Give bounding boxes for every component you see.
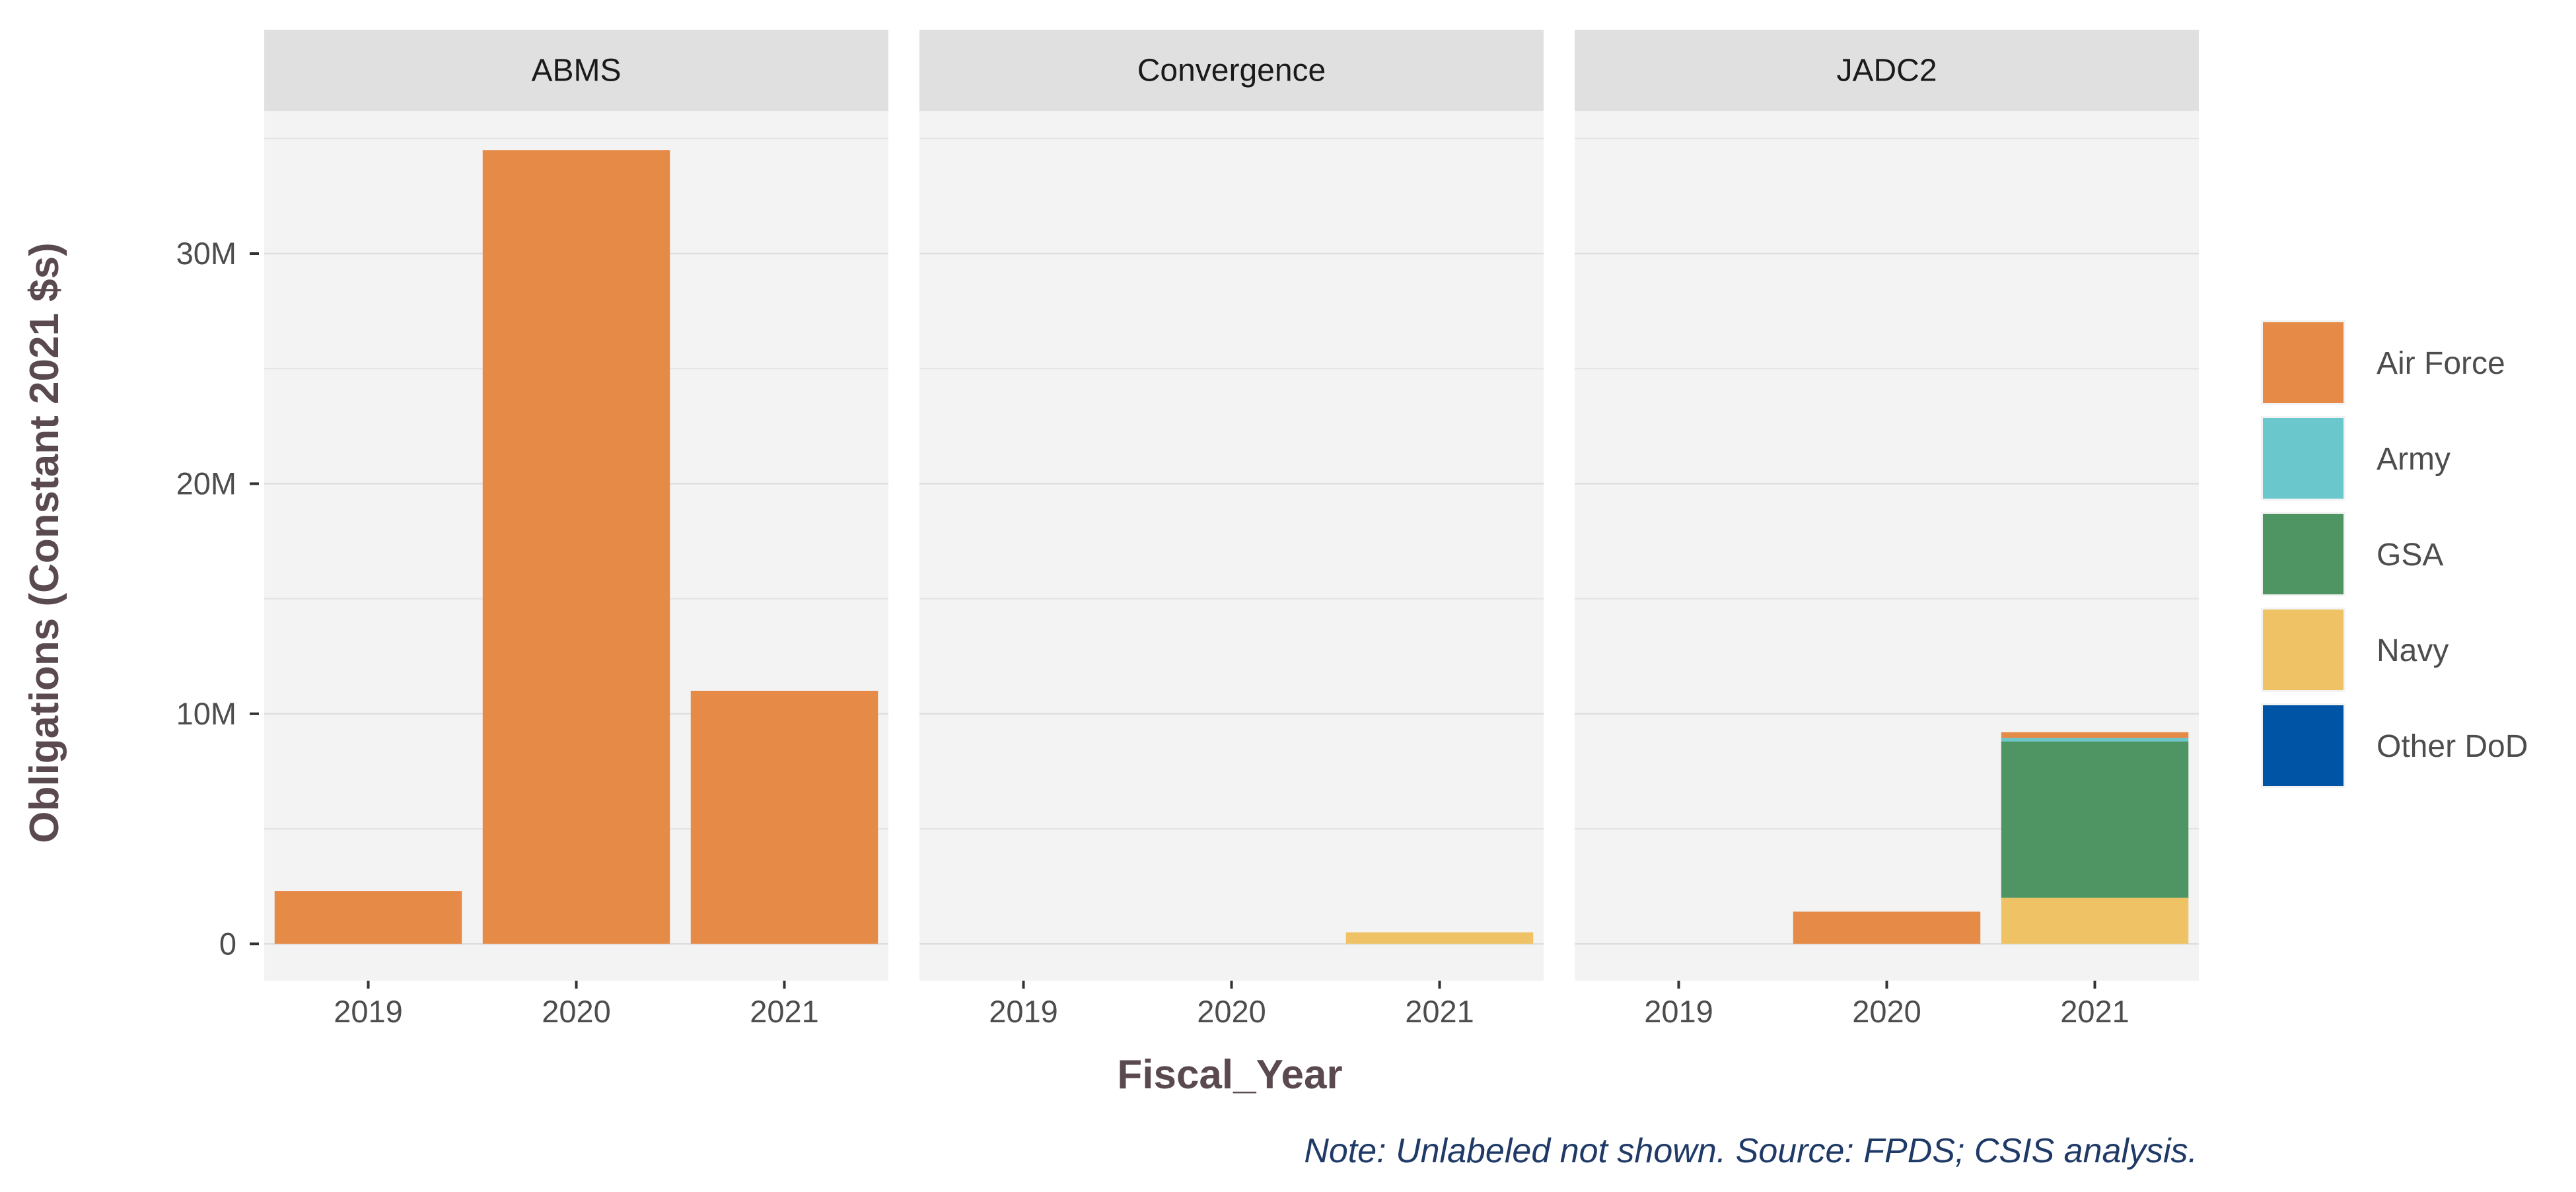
- facet-strip-label: Convergence: [1137, 53, 1326, 88]
- x-axis-title: Fiscal_Year: [1117, 1052, 1342, 1098]
- bar-jadc2-2021-gsa: [2001, 741, 2189, 898]
- caption: Note: Unlabeled not shown. Source: FPDS;…: [1304, 1132, 2198, 1170]
- x-tick-label: 2020: [1852, 994, 1921, 1029]
- x-tick-label: 2019: [989, 994, 1058, 1029]
- bar-jadc2-2020-air-force: [1793, 911, 1981, 944]
- legend-label: Other DoD: [2377, 729, 2528, 764]
- facet-strip-jadc2: [1575, 30, 2199, 111]
- legend-item-air-force: Air Force: [2261, 320, 2505, 405]
- legend-item-gsa: GSA: [2261, 512, 2443, 596]
- bar-abms-2020-air-force: [482, 150, 670, 944]
- x-tick-label: 2019: [334, 994, 403, 1029]
- x-tick-label: 2019: [1644, 994, 1713, 1029]
- legend-item-other-dod: Other DoD: [2261, 703, 2528, 788]
- legend-label: Army: [2377, 442, 2451, 477]
- facet-strip-abms: [264, 30, 888, 111]
- bar-abms-2019-air-force: [274, 891, 462, 944]
- legend-label: GSA: [2377, 538, 2443, 573]
- legend-key-swatch: [2263, 705, 2343, 786]
- x-tick-label: 2020: [542, 994, 611, 1029]
- y-tick-label: 10M: [176, 696, 236, 731]
- y-tick-label: 30M: [176, 236, 236, 271]
- facet-strip-label: JADC2: [1836, 53, 1937, 88]
- legend: Air Force Army GSA Navy Other DoD: [2261, 320, 2528, 788]
- legend-item-army: Army: [2261, 416, 2451, 501]
- x-tick-label: 2021: [2060, 994, 2129, 1029]
- facet-strip-label: ABMS: [531, 53, 621, 88]
- bar-jadc2-2021-army: [2001, 738, 2189, 742]
- facet-strip-convergence: [919, 30, 1544, 111]
- x-tick-label: 2021: [1405, 994, 1474, 1029]
- legend-label: Navy: [2377, 633, 2449, 668]
- legend-item-navy: Navy: [2261, 608, 2449, 692]
- facet-abms: ABMS 2019 2020 2021: [264, 30, 888, 1029]
- y-tick-label: 0: [219, 926, 236, 961]
- legend-key-swatch: [2263, 514, 2343, 594]
- facet-convergence: Convergence 2019 2020 2021: [919, 30, 1544, 1029]
- legend-key-swatch: [2263, 418, 2343, 499]
- bar-convergence-2021-navy: [1345, 932, 1534, 944]
- y-tick-label: 20M: [176, 466, 236, 501]
- facet-jadc2: JADC2 2019 2020 2021: [1575, 30, 2199, 1029]
- bar-abms-2021-air-force: [690, 691, 878, 944]
- x-tick-label: 2021: [750, 994, 819, 1029]
- legend-key-swatch: [2263, 610, 2343, 690]
- legend-label: Air Force: [2377, 346, 2505, 381]
- panel-background: [919, 111, 1544, 981]
- y-axis-title: Obligations (Constant 2021 $s): [22, 242, 67, 843]
- y-axis: 0 10M 20M 30M: [176, 236, 259, 961]
- legend-key-swatch: [2263, 322, 2343, 403]
- bar-jadc2-2021-navy: [2001, 897, 2189, 944]
- x-tick-label: 2020: [1197, 994, 1266, 1029]
- bar-jadc2-2021-air-force: [2001, 732, 2189, 738]
